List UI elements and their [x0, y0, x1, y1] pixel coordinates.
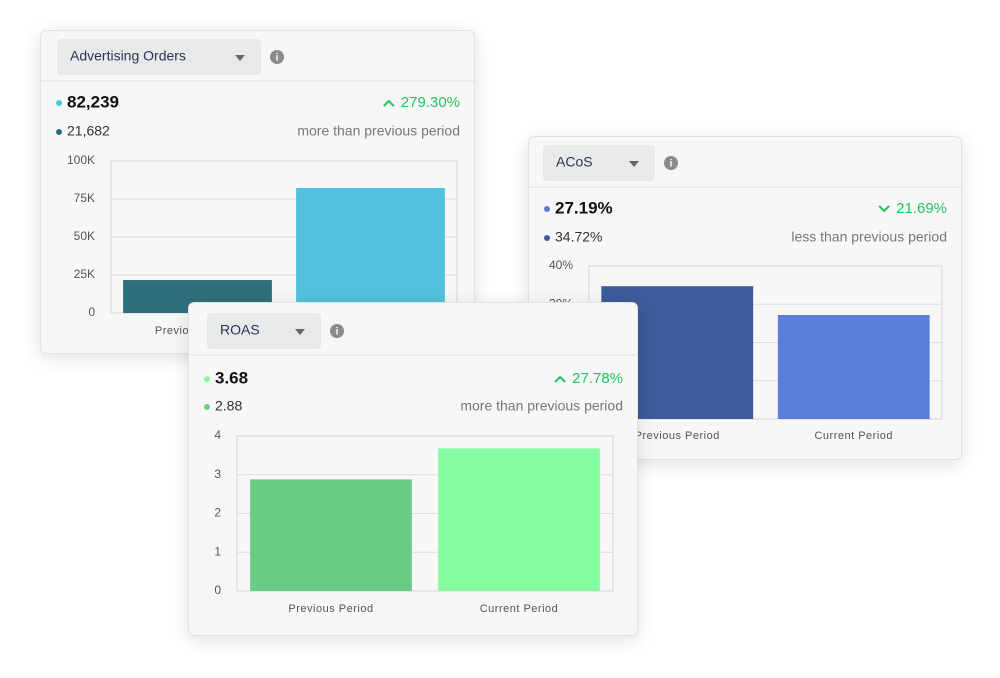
- previous-dot: [56, 129, 62, 135]
- change-note: more than previous period: [297, 123, 460, 139]
- current-value: 3.68: [215, 368, 248, 387]
- previous-dot: [544, 235, 550, 241]
- metric-dropdown[interactable]: [543, 145, 655, 181]
- y-tick-label: 75K: [74, 191, 95, 205]
- metric-title: ROAS: [220, 322, 260, 338]
- y-tick-label: 4: [214, 428, 221, 442]
- x-tick-label: Previous Period: [288, 603, 373, 615]
- bar: [438, 448, 600, 591]
- bar: [296, 187, 445, 313]
- y-tick-label: 0: [88, 305, 95, 319]
- y-tick-label: 25K: [74, 267, 95, 281]
- y-tick-label: 100K: [67, 153, 95, 167]
- metric-card: ROAS i 3.68 2.88 27.78% more than previous pe…: [188, 302, 638, 636]
- info-i: i: [670, 159, 673, 170]
- y-tick-label: 3: [214, 467, 221, 481]
- current-dot: [544, 206, 550, 212]
- current-value: 27.19%: [555, 198, 613, 217]
- metric-dropdown[interactable]: [57, 39, 261, 75]
- change-note: more than previous period: [460, 398, 623, 414]
- info-i: i: [336, 327, 339, 338]
- y-tick-label: 2: [214, 506, 221, 520]
- dropdown-caret: [235, 55, 245, 61]
- previous-dot: [204, 404, 210, 410]
- x-tick-label: Current Period: [480, 603, 559, 615]
- dropdown-caret: [629, 161, 639, 167]
- info-i: i: [276, 53, 279, 64]
- info-icon[interactable]: [664, 156, 678, 170]
- y-tick-label: 50K: [74, 229, 95, 243]
- info-icon[interactable]: [330, 324, 344, 338]
- previous-value: 21,682: [67, 123, 110, 139]
- metric-dropdown[interactable]: [207, 313, 321, 349]
- current-dot: [56, 100, 62, 106]
- trend-arrow: [554, 375, 566, 383]
- metric-title: Advertising Orders: [70, 48, 186, 64]
- y-tick-label: 1: [214, 544, 221, 558]
- change-value: 27.78%: [572, 370, 623, 387]
- previous-value: 2.88: [215, 398, 242, 414]
- current-dot: [204, 376, 210, 382]
- bar: [777, 314, 930, 419]
- metric-title: ACoS: [556, 154, 593, 170]
- change-note: less than previous period: [791, 229, 947, 245]
- x-tick-label: Previous Period: [635, 430, 720, 442]
- x-tick-label: Current Period: [814, 430, 893, 442]
- bar: [250, 479, 412, 591]
- trend-arrow: [383, 99, 395, 107]
- y-tick-label: 0: [214, 583, 221, 597]
- y-tick-label: 40%: [549, 258, 573, 272]
- trend-arrow: [878, 205, 890, 213]
- current-value: 82,239: [67, 92, 119, 111]
- dropdown-caret: [295, 329, 305, 335]
- card-svg: ROAS i 3.68 2.88 27.78% more than previous pe…: [189, 313, 637, 615]
- previous-value: 34.72%: [555, 229, 602, 245]
- change-value: 279.30%: [401, 94, 460, 111]
- plot-frame: [236, 435, 614, 592]
- change-value: 21.69%: [896, 200, 947, 217]
- info-icon[interactable]: [270, 50, 284, 64]
